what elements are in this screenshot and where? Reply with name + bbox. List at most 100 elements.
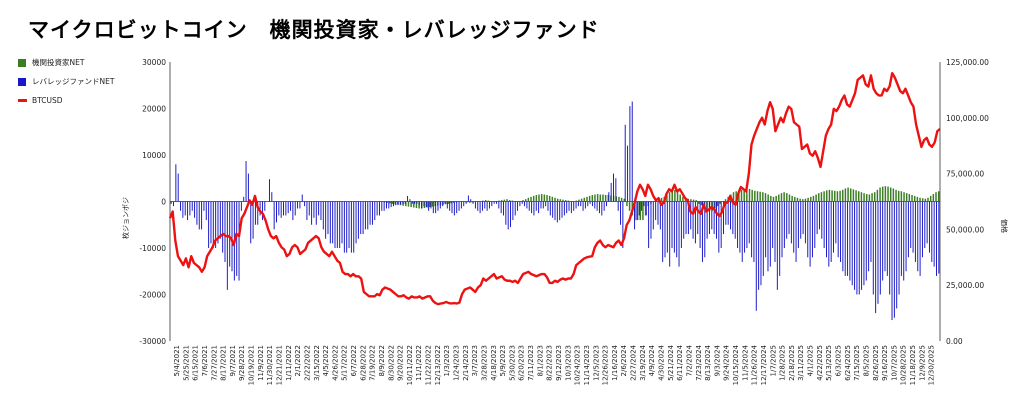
inst-bar [746,188,748,202]
x-tick-label: 5/13/2025 [825,345,833,381]
lev-bar [465,201,467,204]
inst-bar [799,198,801,202]
lev-bar [329,201,331,244]
inst-bar [770,195,772,202]
inst-bar [564,200,567,202]
lev-bar [292,201,294,221]
inst-bar [575,200,578,202]
lev-bar [856,201,858,295]
inst-bar [783,192,785,202]
lev-bar [294,201,296,216]
lev-bar [271,192,273,202]
inst-bar [543,194,546,202]
lev-bar [503,201,504,216]
lev-bar [610,182,612,202]
lev-bar [409,199,411,202]
lev-bar [423,201,425,207]
lev-bar [884,201,886,272]
inst-bar [660,197,663,202]
lev-bar [222,201,224,253]
x-tick-label: 10/7/2025 [890,345,898,381]
lev-bar [720,201,722,248]
inst-bar [796,197,799,202]
x-tick-label: 3/7/2023 [471,345,479,376]
lev-bar [598,201,600,214]
lev-bar [416,201,418,204]
inst-bar [802,199,804,202]
inst-bar [642,201,644,221]
lev-bar [243,196,245,202]
lev-bar [903,201,905,281]
lev-bar [601,201,603,216]
lev-bar [425,201,427,208]
lev-bar [781,201,783,258]
lev-bar [638,201,640,216]
inst-bar [506,199,508,202]
lev-bar [477,201,479,211]
lev-bar [521,201,523,204]
x-tick-label: 7/19/2022 [369,345,377,381]
inst-bar [679,194,681,202]
lev-bar [725,201,727,225]
legend-item-lev: レバレッジファンドNET [18,77,114,86]
inst-bar [636,201,639,221]
x-tick-label: 11/18/2025 [909,345,917,385]
x-tick-label: 6/15/2021 [192,345,200,381]
x-tick-label: 4/9/2024 [648,344,656,376]
lev-bar [460,201,462,209]
lev-bar [634,201,636,230]
x-tick-label: 7/11/2023 [527,345,535,381]
inst-bar [855,190,857,202]
inst-bar [546,194,548,202]
lev-bar [297,201,299,209]
lev-bar [641,201,643,211]
lev-bar [217,201,219,244]
inst-bar [916,196,919,202]
lev-bar [364,201,366,230]
lev-bar [807,201,809,258]
inst-bar [487,200,490,202]
lev-bar [268,179,270,202]
inst-bar [431,201,434,207]
lev-bar [783,201,785,248]
lev-bar [788,201,790,235]
lev-bar [818,201,820,230]
lev-bar [648,201,650,248]
lev-bar [247,173,249,202]
lev-bar [533,201,535,216]
lev-bar [215,201,217,248]
inst-bar [426,201,428,208]
lev-bar [816,201,818,235]
x-tick-label: 1/11/2022 [285,345,293,381]
lev-bar [746,201,748,248]
x-tick-label: 5/21/2024 [667,344,675,380]
x-tick-label: 7/27/2021 [210,345,218,381]
lev-bar [442,201,444,207]
lev-bar [882,201,884,281]
inst-bar [508,200,511,202]
lev-bar [828,201,830,267]
lev-bar [582,201,584,211]
x-tick-label: 8/1/2023 [536,345,544,376]
lev-bar [264,201,266,211]
inst-bar [756,191,759,202]
lev-bar [886,201,888,276]
lev-bar [301,194,303,202]
inst-bar [674,189,676,202]
lev-bar [701,201,703,262]
lev-bar [189,201,191,216]
lev-bar [837,201,839,258]
x-tick-label: 7/6/2021 [201,345,209,376]
inst-bar [551,196,554,202]
lev-bar [627,145,629,202]
lev-bar [187,201,189,221]
x-tick-label: 8/5/2025 [863,345,871,376]
lev-bar [678,201,680,267]
x-tick-label: 6/24/2025 [844,345,852,381]
lev-bar [933,201,935,267]
x-tick-label: 1/24/2023 [453,345,461,381]
lev-bar [793,201,795,253]
inst-bar [562,199,564,202]
x-tick-label: 2/1/2022 [294,345,302,376]
inst-bar [482,200,484,202]
